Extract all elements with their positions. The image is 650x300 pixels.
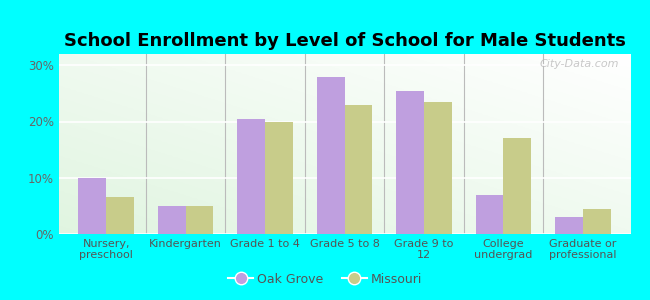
Bar: [583, 209, 610, 234]
Bar: [158, 206, 186, 234]
Title: School Enrollment by Level of School for Male Students: School Enrollment by Level of School for…: [64, 32, 625, 50]
Bar: [317, 76, 345, 234]
Bar: [555, 217, 583, 234]
Bar: [265, 122, 293, 234]
Bar: [476, 195, 503, 234]
Bar: [237, 119, 265, 234]
Bar: [396, 91, 424, 234]
Bar: [344, 105, 372, 234]
Text: City-Data.com: City-Data.com: [540, 59, 619, 69]
Bar: [106, 197, 134, 234]
Bar: [503, 138, 531, 234]
Bar: [186, 206, 213, 234]
Legend: Oak Grove, Missouri: Oak Grove, Missouri: [223, 268, 427, 291]
Bar: [79, 178, 106, 234]
Bar: [424, 102, 452, 234]
